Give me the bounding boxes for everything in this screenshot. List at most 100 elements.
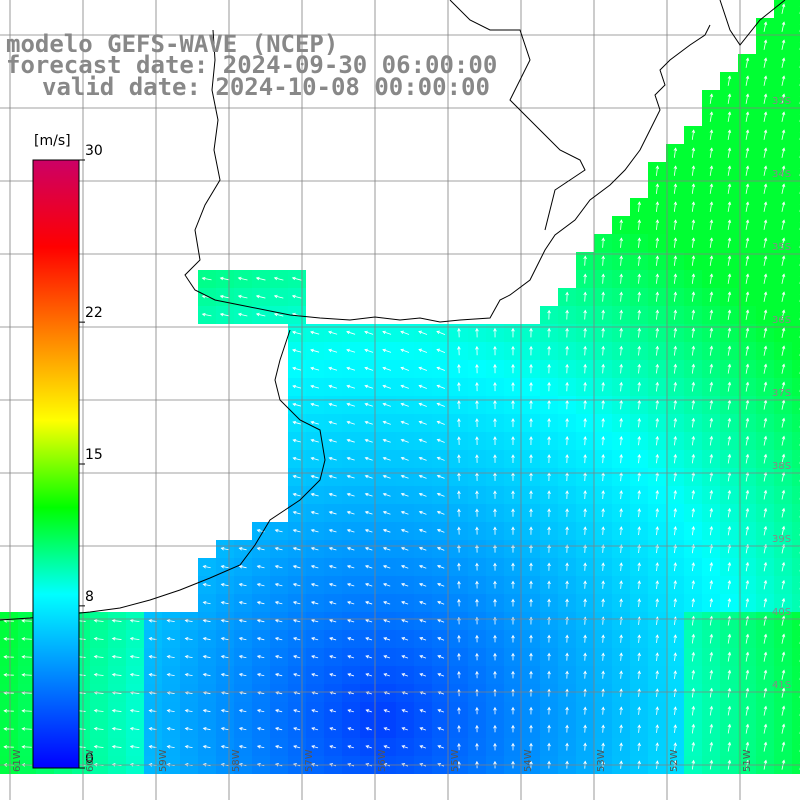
wind-arrow: [565, 291, 569, 302]
wind-arrow: [111, 654, 122, 659]
wind-arrow: [601, 309, 605, 320]
wind-arrow: [763, 561, 768, 572]
wind-arrow: [328, 330, 338, 335]
wind-arrow: [745, 381, 750, 392]
wind-arrow: [781, 741, 786, 752]
wind-arrow: [511, 327, 515, 338]
wind-arrow: [655, 670, 659, 679]
wind-arrow: [637, 634, 641, 643]
wind-arrow: [601, 688, 605, 697]
wind-arrow: [547, 490, 551, 499]
wind-arrow: [583, 544, 587, 553]
colorbar-tick-label: 30: [85, 143, 103, 159]
coastline: [0, 0, 786, 621]
wind-arrow: [493, 688, 497, 697]
wind-cell: [792, 144, 800, 162]
wind-arrow: [727, 598, 732, 608]
wind-arrow: [166, 727, 175, 731]
wind-arrow: [637, 309, 642, 320]
wind-arrow: [583, 526, 587, 535]
wind-arrow: [364, 564, 373, 569]
wind-arrow: [111, 672, 122, 677]
wind-arrow: [673, 453, 678, 464]
wind-arrow: [529, 688, 533, 697]
colorbar-tick-label: 22: [85, 305, 103, 322]
wind-arrow: [529, 724, 533, 733]
wind-arrow: [346, 564, 355, 569]
wind-arrow: [601, 381, 605, 392]
wind-arrow: [673, 724, 677, 733]
wind-arrow: [328, 601, 337, 605]
wind-arrow: [383, 709, 390, 713]
wind-arrow: [256, 601, 265, 605]
wind-arrow: [401, 601, 409, 605]
wind-cell: [792, 684, 800, 702]
wind-arrow: [565, 363, 569, 374]
wind-arrow: [184, 655, 193, 659]
wind-arrow: [328, 474, 337, 479]
wind-arrow: [274, 546, 283, 551]
wind-arrow: [292, 474, 301, 479]
wind-arrow: [274, 655, 283, 659]
wind-arrow: [346, 474, 355, 479]
wind-arrow: [745, 165, 750, 176]
wind-arrow: [655, 688, 659, 697]
wind-speed-field: [0, 0, 800, 774]
wind-arrow: [202, 601, 211, 605]
wind-arrow: [637, 327, 642, 338]
wind-arrow: [328, 583, 337, 587]
wind-arrow: [220, 601, 229, 605]
wind-arrow: [691, 363, 696, 374]
wind-arrow: [400, 384, 409, 389]
wind-arrow: [436, 348, 446, 353]
wind-arrow: [547, 688, 551, 697]
wind-arrow: [274, 673, 283, 677]
wind-arrow: [781, 291, 786, 302]
wind-arrow: [745, 327, 750, 338]
lon-label: 61W: [12, 749, 23, 772]
wind-arrow: [745, 219, 750, 230]
wind-arrow: [493, 526, 497, 535]
wind-arrow: [457, 490, 461, 499]
wind-arrow: [328, 492, 337, 497]
wind-arrow: [166, 709, 175, 713]
wind-arrow: [148, 745, 157, 749]
wind-arrow: [401, 727, 408, 731]
wind-arrow: [691, 526, 696, 536]
wind-arrow: [547, 418, 551, 428]
wind-arrow: [727, 435, 732, 446]
wind-arrow: [745, 741, 750, 752]
wind-cell: [792, 594, 800, 612]
wind-arrow: [291, 294, 302, 299]
wind-arrow: [691, 615, 696, 626]
wind-arrow: [781, 705, 786, 716]
wind-arrow: [655, 327, 660, 338]
wind-arrow: [493, 670, 497, 679]
wind-arrow: [328, 366, 338, 371]
wind-arrow: [475, 363, 479, 374]
wind-arrow: [21, 727, 32, 731]
wind-arrow: [184, 673, 193, 677]
wind-arrow: [365, 745, 372, 749]
wind-arrow: [709, 237, 714, 248]
wind-arrow: [419, 619, 427, 623]
wind-arrow: [619, 562, 623, 571]
wind-arrow: [511, 634, 515, 643]
wind-arrow: [763, 399, 768, 410]
wind-arrow: [401, 655, 409, 659]
wind-arrow: [727, 687, 732, 698]
wind-arrow: [547, 742, 551, 751]
wind-arrow: [437, 582, 445, 587]
wind-arrow: [547, 327, 551, 338]
wind-arrow: [583, 436, 587, 446]
wind-arrow: [673, 219, 678, 230]
wind-arrow: [365, 619, 373, 623]
wind-cell: [792, 270, 800, 288]
wind-arrow: [457, 652, 461, 661]
wind-arrow: [383, 637, 391, 641]
wind-arrow: [691, 309, 696, 320]
wind-arrow: [601, 634, 605, 643]
wind-arrow: [763, 489, 768, 500]
wind-arrow: [727, 489, 732, 500]
wind-arrow: [292, 492, 301, 497]
